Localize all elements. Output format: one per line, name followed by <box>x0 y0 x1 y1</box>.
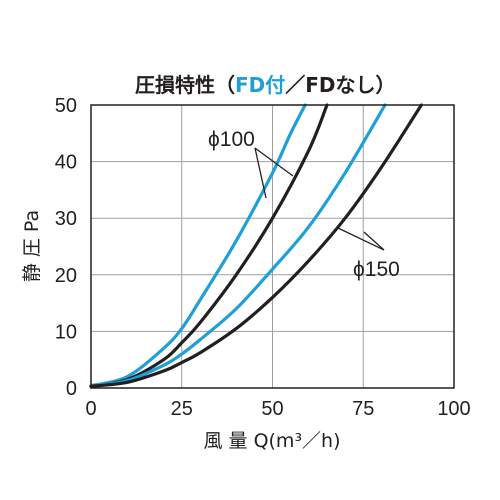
x-tick-label: 75 <box>352 398 374 420</box>
phi100-leader-line-nofd <box>254 147 294 177</box>
chart-title-main: 圧損特性 <box>135 73 215 97</box>
chart-title-open-paren: （ <box>215 73 235 97</box>
chart-title-slash: ／ <box>285 73 305 97</box>
y-tick-label: 20 <box>55 265 77 287</box>
plot-frame <box>90 104 455 389</box>
chart-title: 圧損特性（FD付／FDなし） <box>135 73 396 97</box>
series-layer <box>89 103 423 388</box>
phi150-leader-line-fd <box>337 227 385 251</box>
y-tick-label: 40 <box>55 152 77 174</box>
annotation-leaders <box>254 147 385 251</box>
x-tick-label: 50 <box>261 398 283 420</box>
tick-labels: 0 25 50 75 100 0 10 20 30 40 50 <box>55 95 471 420</box>
series-line-3 <box>89 103 423 388</box>
y-tick-label: 30 <box>55 208 77 230</box>
chart-title-fd-with: FD付 <box>235 73 285 97</box>
x-tick-label: 25 <box>171 398 193 420</box>
chart-title-close-paren: ） <box>376 73 396 97</box>
y-tick-label: 0 <box>66 378 77 400</box>
annotation-phi100: ϕ100 <box>208 128 255 151</box>
y-tick-label: 50 <box>55 95 77 117</box>
x-tick-label: 100 <box>437 398 470 420</box>
y-axis-label: 静 圧 Pa <box>21 210 43 282</box>
phi150-leader-line-nofd <box>363 231 385 251</box>
x-tick-label: 0 <box>85 398 96 420</box>
grid <box>91 105 454 388</box>
series-line-2 <box>89 103 387 388</box>
phi100-leader-line-fd <box>254 147 267 199</box>
x-axis-label: 風 量 Q(m³／h) <box>203 430 340 452</box>
series-line-0 <box>89 103 307 388</box>
annotation-phi150: ϕ150 <box>353 258 400 281</box>
chart-title-fd-without: FDなし <box>305 73 375 97</box>
y-tick-label: 10 <box>55 321 77 343</box>
series-line-1 <box>89 103 329 388</box>
